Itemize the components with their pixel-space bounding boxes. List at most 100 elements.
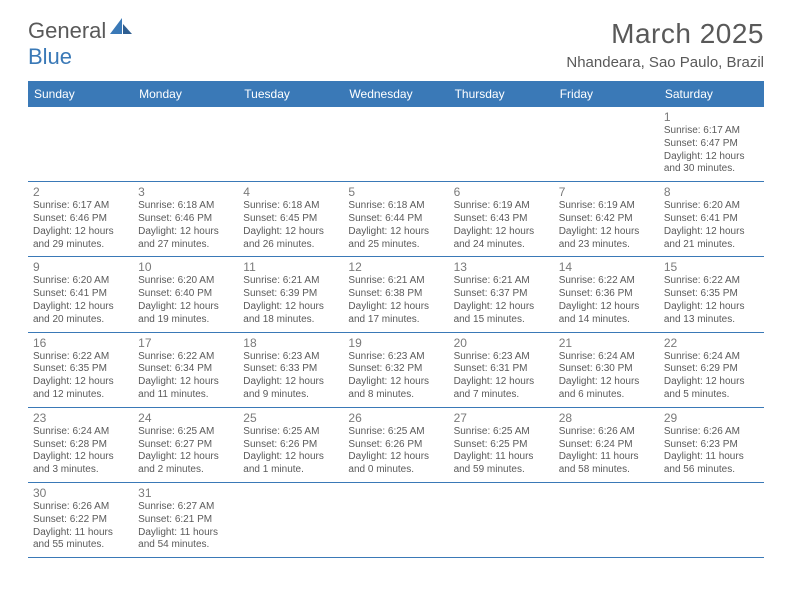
sunrise-line: Sunrise: 6:25 AM <box>243 426 338 439</box>
sunrise-line: Sunrise: 6:17 AM <box>33 200 128 213</box>
daylight-line: Daylight: 12 hours and 29 minutes. <box>33 226 128 252</box>
sunrise-line: Sunrise: 6:26 AM <box>664 426 759 439</box>
sunset-line: Sunset: 6:25 PM <box>454 439 549 452</box>
day-number: 19 <box>348 336 443 350</box>
sunrise-line: Sunrise: 6:26 AM <box>559 426 654 439</box>
sunrise-line: Sunrise: 6:22 AM <box>664 275 759 288</box>
sunset-line: Sunset: 6:47 PM <box>664 138 759 151</box>
sunset-line: Sunset: 6:36 PM <box>559 288 654 301</box>
sunset-line: Sunset: 6:41 PM <box>664 213 759 226</box>
daylight-line: Daylight: 12 hours and 14 minutes. <box>559 301 654 327</box>
day-number: 23 <box>33 411 128 425</box>
calendar-cell <box>659 483 764 558</box>
calendar-cell: 9Sunrise: 6:20 AMSunset: 6:41 PMDaylight… <box>28 257 133 332</box>
sunrise-line: Sunrise: 6:23 AM <box>243 351 338 364</box>
weekday-header: Monday <box>133 81 238 107</box>
day-number: 24 <box>138 411 233 425</box>
weekday-header: Saturday <box>659 81 764 107</box>
calendar-cell <box>554 107 659 182</box>
day-number: 30 <box>33 486 128 500</box>
sunrise-line: Sunrise: 6:20 AM <box>138 275 233 288</box>
weekday-header: Wednesday <box>343 81 448 107</box>
calendar-cell: 11Sunrise: 6:21 AMSunset: 6:39 PMDayligh… <box>238 257 343 332</box>
sunset-line: Sunset: 6:30 PM <box>559 363 654 376</box>
calendar-cell: 14Sunrise: 6:22 AMSunset: 6:36 PMDayligh… <box>554 257 659 332</box>
daylight-line: Daylight: 12 hours and 11 minutes. <box>138 376 233 402</box>
calendar-cell <box>343 483 448 558</box>
sunrise-line: Sunrise: 6:18 AM <box>243 200 338 213</box>
sunrise-line: Sunrise: 6:18 AM <box>138 200 233 213</box>
sunset-line: Sunset: 6:40 PM <box>138 288 233 301</box>
calendar-cell: 19Sunrise: 6:23 AMSunset: 6:32 PMDayligh… <box>343 333 448 408</box>
day-number: 9 <box>33 260 128 274</box>
daylight-line: Daylight: 11 hours and 54 minutes. <box>138 527 233 553</box>
weekday-row: SundayMondayTuesdayWednesdayThursdayFrid… <box>28 81 764 107</box>
sunset-line: Sunset: 6:35 PM <box>33 363 128 376</box>
daylight-line: Daylight: 12 hours and 30 minutes. <box>664 151 759 177</box>
sunrise-line: Sunrise: 6:24 AM <box>559 351 654 364</box>
day-number: 21 <box>559 336 654 350</box>
sunset-line: Sunset: 6:46 PM <box>138 213 233 226</box>
calendar-cell <box>238 107 343 182</box>
sunset-line: Sunset: 6:23 PM <box>664 439 759 452</box>
calendar-cell: 31Sunrise: 6:27 AMSunset: 6:21 PMDayligh… <box>133 483 238 558</box>
calendar-cell: 17Sunrise: 6:22 AMSunset: 6:34 PMDayligh… <box>133 333 238 408</box>
calendar-cell: 26Sunrise: 6:25 AMSunset: 6:26 PMDayligh… <box>343 408 448 483</box>
logo-text-2: Blue <box>28 44 72 70</box>
daylight-line: Daylight: 12 hours and 18 minutes. <box>243 301 338 327</box>
sunset-line: Sunset: 6:46 PM <box>33 213 128 226</box>
calendar-cell <box>238 483 343 558</box>
sunset-line: Sunset: 6:24 PM <box>559 439 654 452</box>
day-number: 4 <box>243 185 338 199</box>
daylight-line: Daylight: 11 hours and 56 minutes. <box>664 451 759 477</box>
daylight-line: Daylight: 12 hours and 8 minutes. <box>348 376 443 402</box>
calendar-cell: 29Sunrise: 6:26 AMSunset: 6:23 PMDayligh… <box>659 408 764 483</box>
daylight-line: Daylight: 12 hours and 7 minutes. <box>454 376 549 402</box>
sunrise-line: Sunrise: 6:20 AM <box>33 275 128 288</box>
calendar-cell: 27Sunrise: 6:25 AMSunset: 6:25 PMDayligh… <box>449 408 554 483</box>
daylight-line: Daylight: 12 hours and 17 minutes. <box>348 301 443 327</box>
sunrise-line: Sunrise: 6:21 AM <box>243 275 338 288</box>
sunrise-line: Sunrise: 6:25 AM <box>138 426 233 439</box>
daylight-line: Daylight: 11 hours and 58 minutes. <box>559 451 654 477</box>
daylight-line: Daylight: 11 hours and 55 minutes. <box>33 527 128 553</box>
daylight-line: Daylight: 12 hours and 6 minutes. <box>559 376 654 402</box>
calendar-cell <box>343 107 448 182</box>
calendar-cell <box>554 483 659 558</box>
day-number: 6 <box>454 185 549 199</box>
logo-sail-icon <box>108 16 134 38</box>
header: General March 2025 Nhandeara, Sao Paulo,… <box>0 0 792 75</box>
sunrise-line: Sunrise: 6:23 AM <box>348 351 443 364</box>
daylight-line: Daylight: 12 hours and 23 minutes. <box>559 226 654 252</box>
sunset-line: Sunset: 6:41 PM <box>33 288 128 301</box>
calendar-cell: 7Sunrise: 6:19 AMSunset: 6:42 PMDaylight… <box>554 182 659 257</box>
title-block: March 2025 Nhandeara, Sao Paulo, Brazil <box>566 18 764 71</box>
daylight-line: Daylight: 12 hours and 3 minutes. <box>33 451 128 477</box>
daylight-line: Daylight: 11 hours and 59 minutes. <box>454 451 549 477</box>
sunset-line: Sunset: 6:42 PM <box>559 213 654 226</box>
day-number: 13 <box>454 260 549 274</box>
sunrise-line: Sunrise: 6:20 AM <box>664 200 759 213</box>
month-title: March 2025 <box>566 18 764 50</box>
calendar-cell <box>449 483 554 558</box>
location: Nhandeara, Sao Paulo, Brazil <box>566 54 764 71</box>
calendar: SundayMondayTuesdayWednesdayThursdayFrid… <box>28 81 764 558</box>
weekday-header: Friday <box>554 81 659 107</box>
sunrise-line: Sunrise: 6:27 AM <box>138 501 233 514</box>
calendar-cell <box>28 107 133 182</box>
sunrise-line: Sunrise: 6:22 AM <box>138 351 233 364</box>
sunrise-line: Sunrise: 6:17 AM <box>664 125 759 138</box>
calendar-cell: 12Sunrise: 6:21 AMSunset: 6:38 PMDayligh… <box>343 257 448 332</box>
calendar-cell: 28Sunrise: 6:26 AMSunset: 6:24 PMDayligh… <box>554 408 659 483</box>
daylight-line: Daylight: 12 hours and 19 minutes. <box>138 301 233 327</box>
day-number: 18 <box>243 336 338 350</box>
sunset-line: Sunset: 6:44 PM <box>348 213 443 226</box>
day-number: 5 <box>348 185 443 199</box>
calendar-cell: 21Sunrise: 6:24 AMSunset: 6:30 PMDayligh… <box>554 333 659 408</box>
sunset-line: Sunset: 6:32 PM <box>348 363 443 376</box>
sunset-line: Sunset: 6:39 PM <box>243 288 338 301</box>
daylight-line: Daylight: 12 hours and 1 minute. <box>243 451 338 477</box>
day-number: 28 <box>559 411 654 425</box>
daylight-line: Daylight: 12 hours and 21 minutes. <box>664 226 759 252</box>
sunset-line: Sunset: 6:22 PM <box>33 514 128 527</box>
